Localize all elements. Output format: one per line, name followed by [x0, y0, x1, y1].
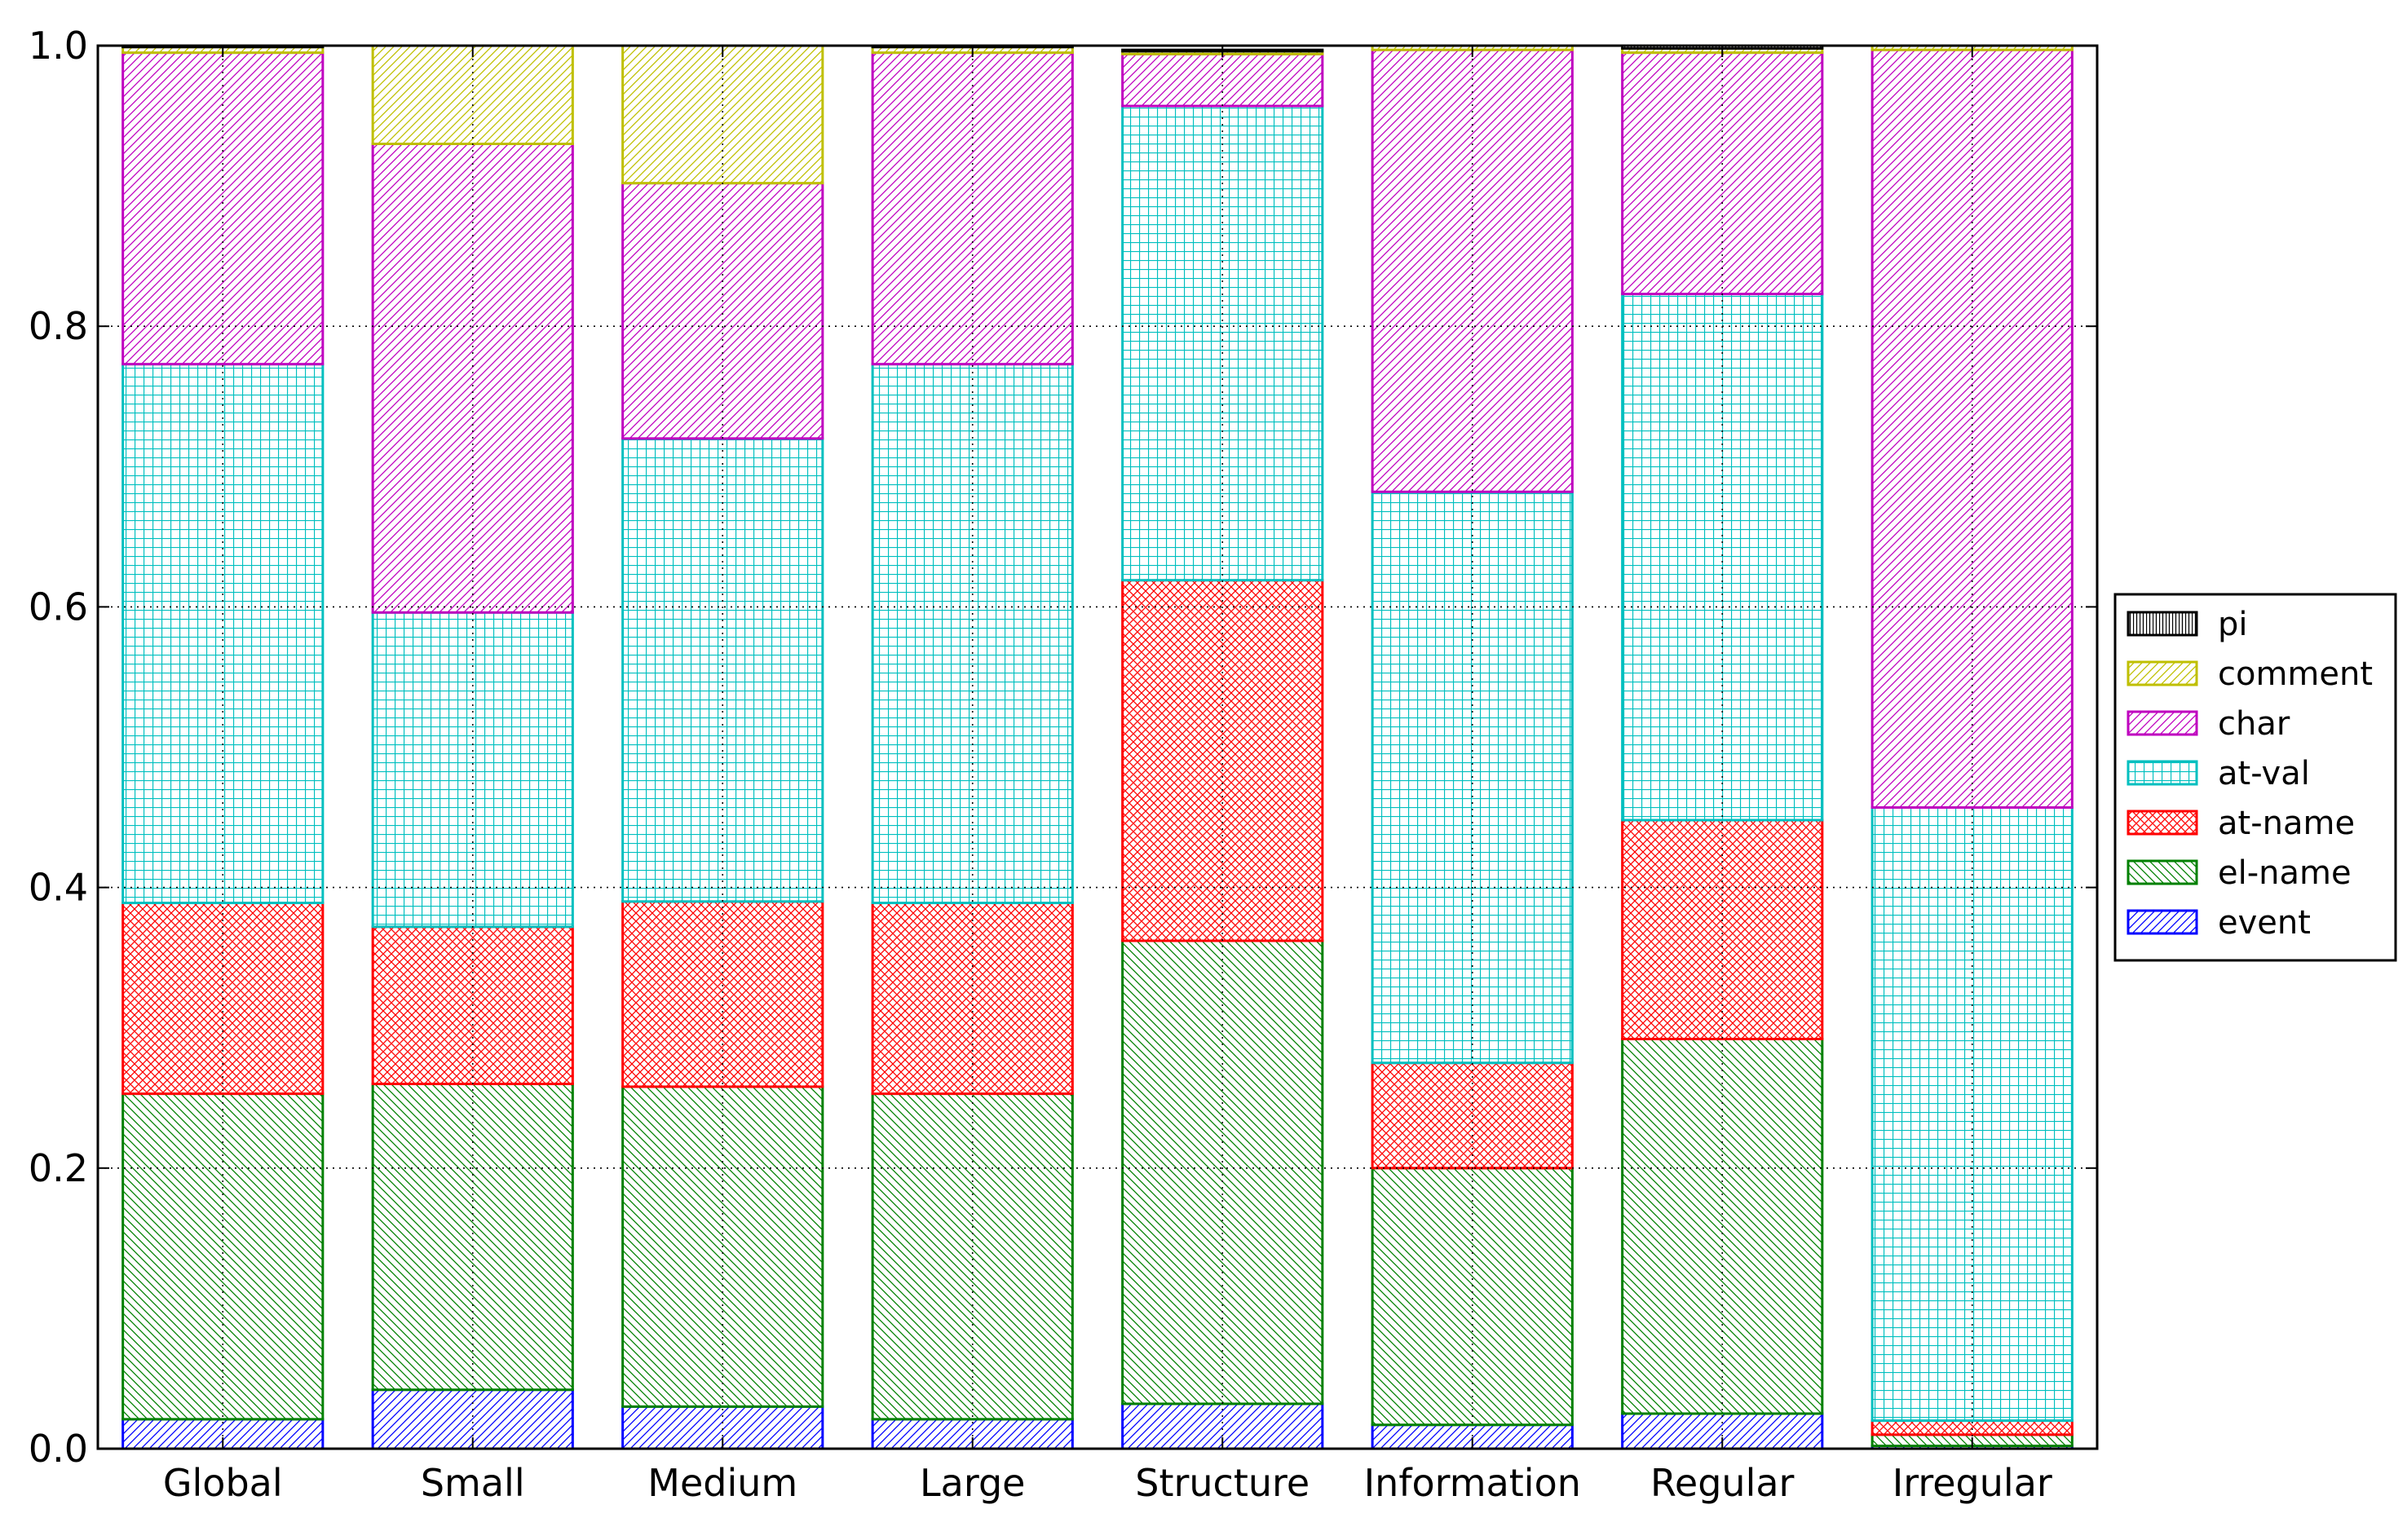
- axes-layer: 0.0 0.2 0.4 0.6 0.8 1.0 Global Small Medium Large…: [29, 24, 2099, 1505]
- y-tick-label: 0.4: [29, 866, 88, 910]
- y-tick-label: 0.0: [29, 1427, 88, 1471]
- bar-segment-at-val-structure: [1121, 104, 1324, 582]
- x-tick-label: Small: [421, 1461, 525, 1505]
- bar-segment-char-regular: [1621, 51, 1824, 296]
- plot-frame: [96, 44, 2099, 1450]
- y-tick-label: 1.0: [29, 24, 88, 68]
- bar-segment-at-val-medium: [621, 437, 824, 903]
- bar-segment-el-name-information: [1371, 1167, 1574, 1427]
- legend-swatch-comment: [2127, 660, 2198, 686]
- bar-segment-char-medium: [621, 182, 824, 440]
- bar-segment-at-name-structure: [1121, 579, 1324, 942]
- legend-label-at-val: at-val: [2218, 755, 2310, 792]
- legend-label-event: event: [2218, 904, 2311, 942]
- bar-segment-char-structure: [1121, 52, 1324, 108]
- legend-swatch-event: [2127, 909, 2198, 935]
- bar-segment-el-name-structure: [1121, 939, 1324, 1405]
- bar-segment-at-val-regular: [1621, 293, 1824, 822]
- bar-segment-comment-small: [371, 44, 574, 145]
- legend-swatch-el-name: [2127, 859, 2198, 885]
- legend-label-el-name: el-name: [2218, 854, 2352, 892]
- legend-label-comment: comment: [2218, 655, 2373, 693]
- y-tick-label: 0.6: [29, 585, 88, 629]
- x-tick-label: Global: [163, 1461, 283, 1505]
- x-tick-label: Structure: [1135, 1461, 1309, 1505]
- bars-layer: [121, 44, 2074, 1450]
- bar-segment-at-val-irregular: [1870, 806, 2074, 1423]
- x-tick-label: Large: [920, 1461, 1025, 1505]
- legend: pi comment char at-val at-name el-name event: [2113, 593, 2397, 962]
- legend-swatch-char: [2127, 710, 2198, 736]
- x-tick-label: Regular: [1650, 1461, 1795, 1505]
- x-tick-label: Irregular: [1892, 1461, 2052, 1505]
- legend-swatch-pi: [2127, 611, 2198, 637]
- y-tick-label: 0.8: [29, 304, 88, 348]
- bar-segment-at-name-regular: [1621, 819, 1824, 1040]
- legend-label-pi: pi: [2218, 606, 2248, 643]
- y-tick-label: 0.2: [29, 1146, 88, 1190]
- x-tick-label: Medium: [647, 1461, 797, 1505]
- legend-swatch-at-name: [2127, 810, 2198, 836]
- bar-segment-at-name-medium: [621, 900, 824, 1088]
- legend-label-at-name: at-name: [2218, 805, 2355, 842]
- x-tick-label: Information: [1364, 1461, 1581, 1505]
- bar-segment-comment-medium: [621, 44, 824, 185]
- legend-label-char: char: [2218, 705, 2290, 743]
- legend-swatch-at-val: [2127, 760, 2198, 786]
